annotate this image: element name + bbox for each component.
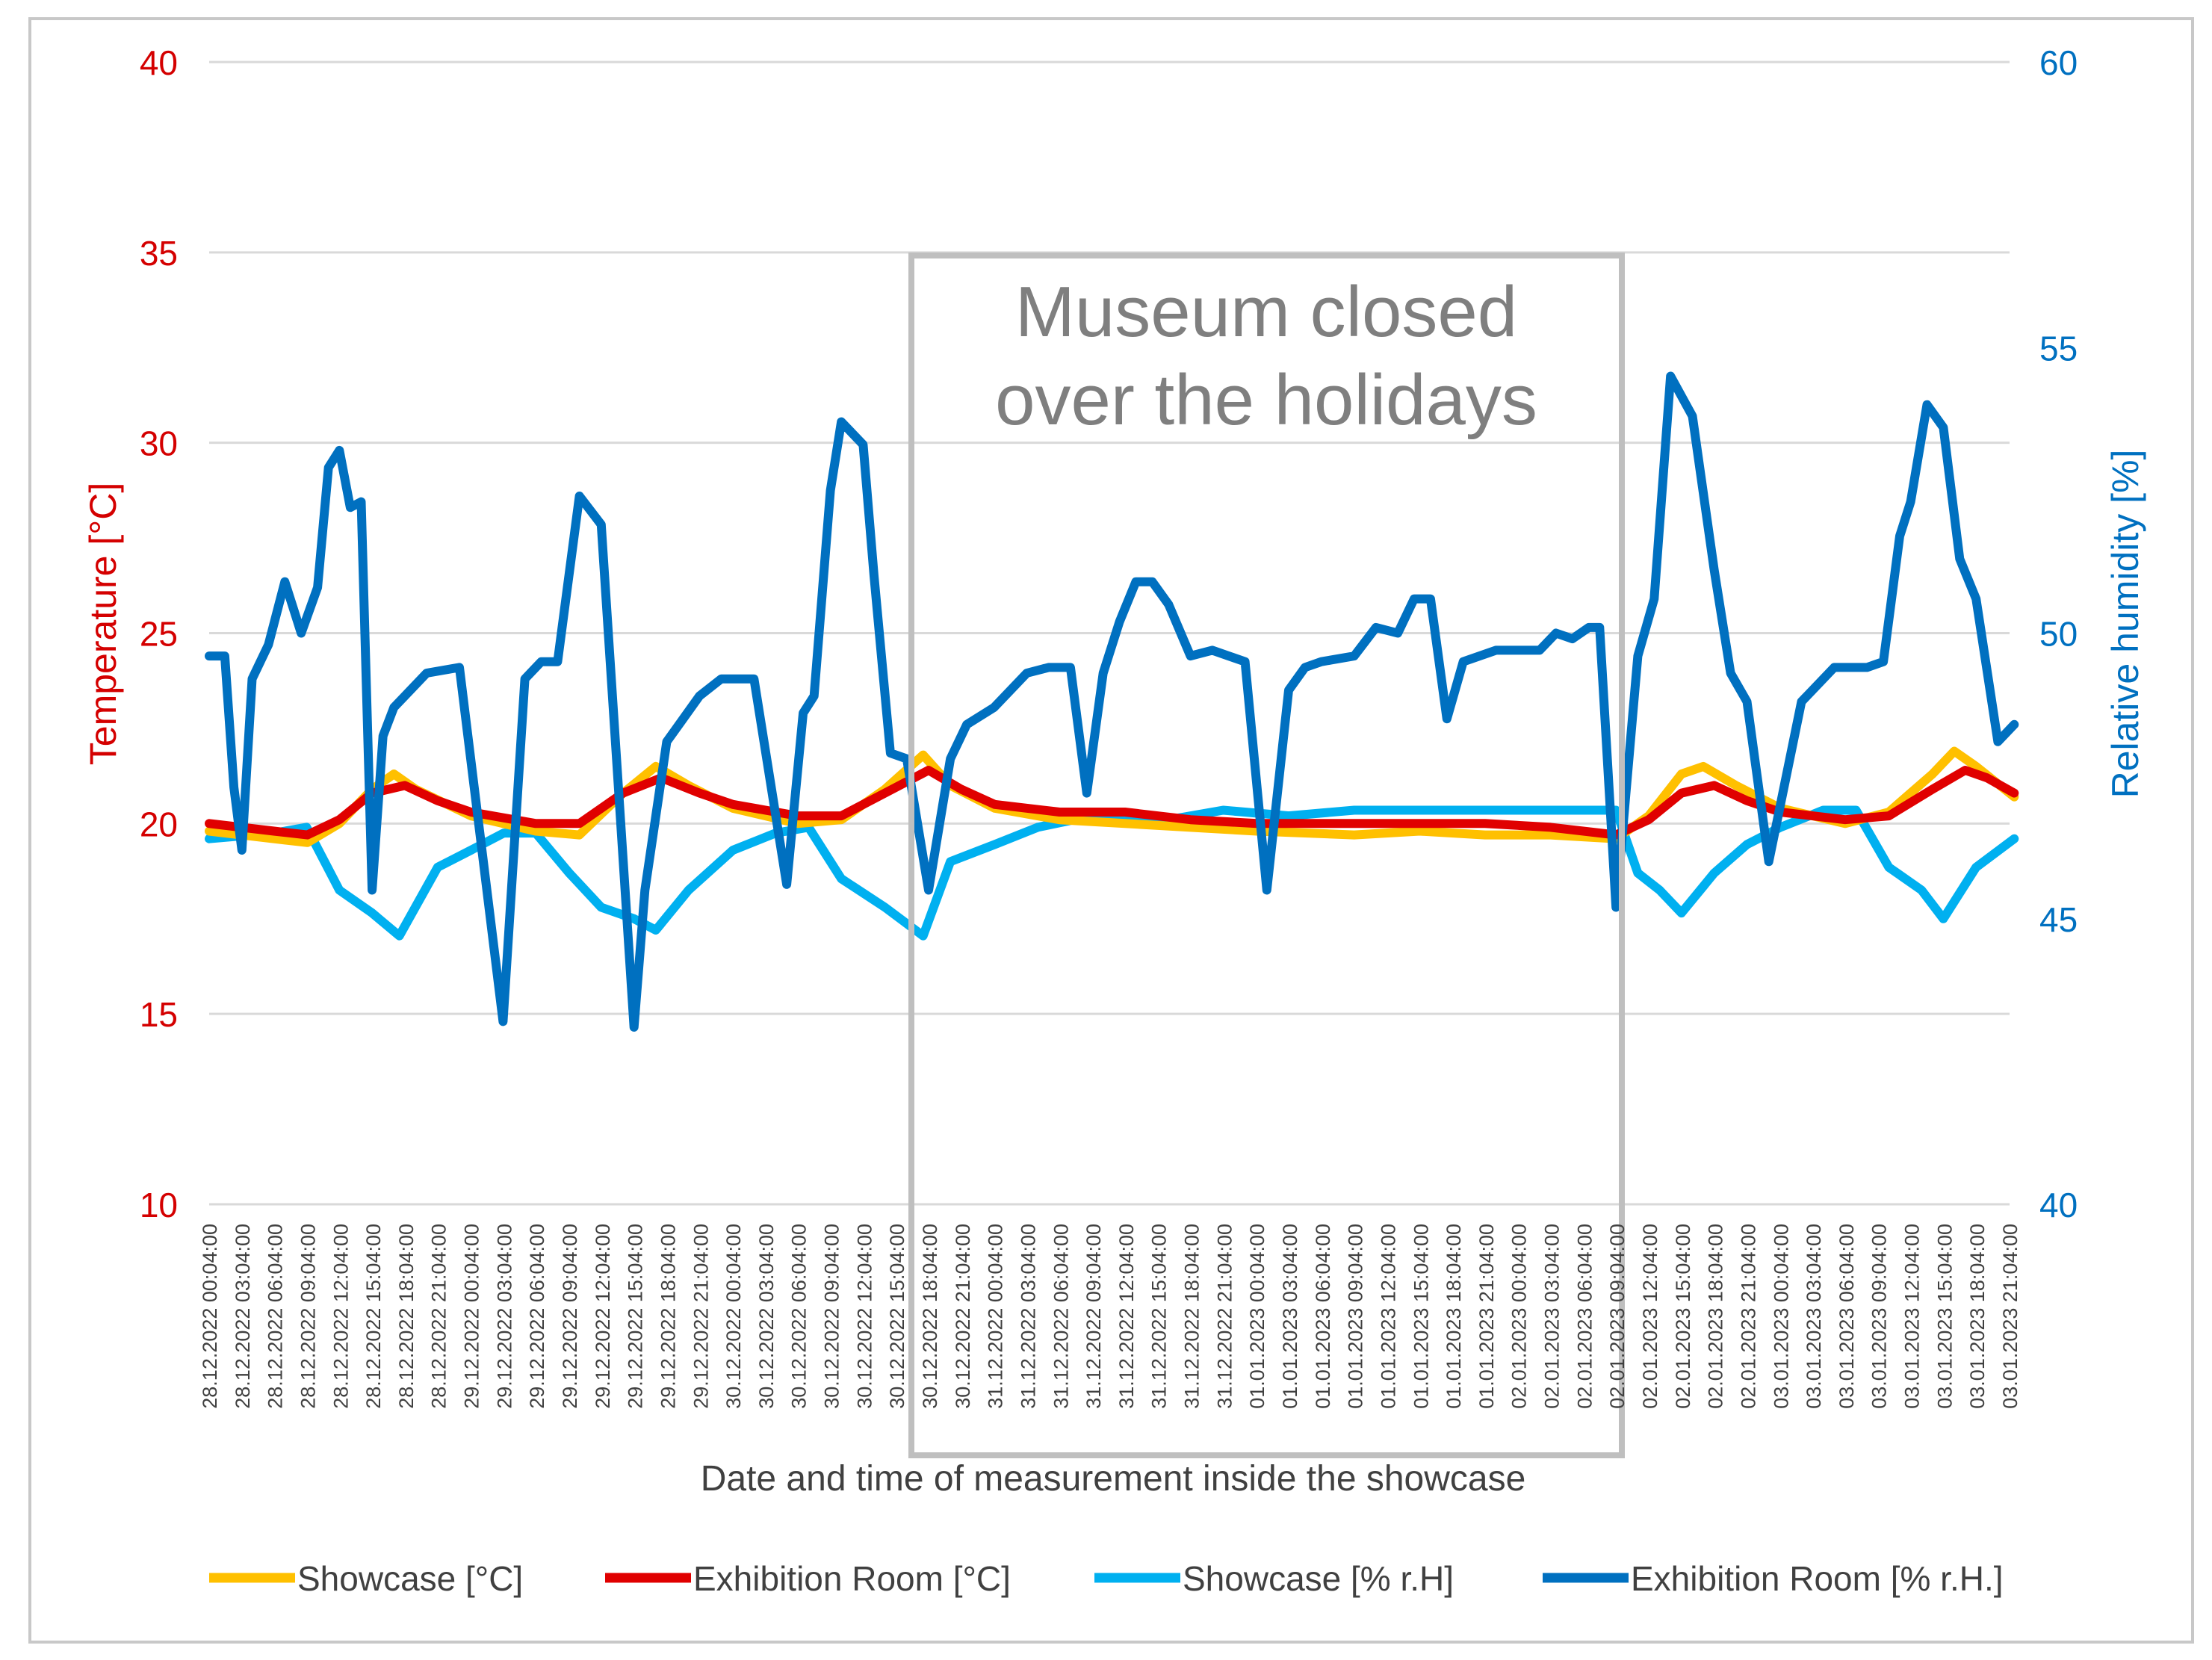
y-axis-left-ticks: 10 15 20 25 30 35 40 bbox=[140, 43, 178, 1224]
x-tick-label: 03.01.2023 06:04:00 bbox=[1835, 1224, 1858, 1409]
x-tick-label: 29.12.2022 03:04:00 bbox=[493, 1224, 515, 1409]
x-tick-label: 28.12.2022 15:04:00 bbox=[362, 1224, 385, 1409]
x-tick-label: 29.12.2022 18:04:00 bbox=[657, 1224, 679, 1409]
x-tick-label: 28.12.2022 18:04:00 bbox=[395, 1224, 418, 1409]
x-tick-label: 28.12.2022 03:04:00 bbox=[232, 1224, 254, 1409]
legend-label-2: Showcase [% r.H] bbox=[1183, 1559, 1454, 1598]
x-tick-label: 30.12.2022 15:04:00 bbox=[886, 1224, 908, 1409]
legend-label-0: Showcase [°C] bbox=[297, 1559, 523, 1598]
series-layer bbox=[205, 371, 2019, 1032]
x-tick-label: 02.01.2023 21:04:00 bbox=[1737, 1224, 1759, 1409]
x-tick-label: 03.01.2023 21:04:00 bbox=[1999, 1224, 2022, 1409]
x-tick-label: 03.01.2023 18:04:00 bbox=[1966, 1224, 1989, 1409]
x-tick-label: 01.01.2023 09:04:00 bbox=[1345, 1224, 1367, 1409]
x-tick-label: 31.12.2022 12:04:00 bbox=[1115, 1224, 1138, 1409]
x-tick-label: 02.01.2023 00:04:00 bbox=[1508, 1224, 1531, 1409]
x-tick-label: 02.01.2023 03:04:00 bbox=[1541, 1224, 1564, 1409]
y-right-tick-label: 60 bbox=[2039, 43, 2078, 82]
x-axis-ticks: 28.12.2022 00:04:00 28.12.2022 03:04:00 28… bbox=[199, 1224, 2022, 1409]
x-tick-label: 30.12.2022 06:04:00 bbox=[788, 1224, 811, 1409]
x-tick-label: 28.12.2022 21:04:00 bbox=[428, 1224, 450, 1409]
x-tick-label: 31.12.2022 03:04:00 bbox=[1017, 1224, 1039, 1409]
x-tick-label: 01.01.2023 06:04:00 bbox=[1312, 1224, 1334, 1409]
x-tick-label: 28.12.2022 12:04:00 bbox=[329, 1224, 352, 1409]
series-line-3 bbox=[205, 371, 2019, 1032]
x-tick-label: 30.12.2022 03:04:00 bbox=[755, 1224, 778, 1409]
y-left-tick-label: 15 bbox=[140, 995, 178, 1034]
x-tick-label: 03.01.2023 03:04:00 bbox=[1803, 1224, 1825, 1409]
x-tick-label: 02.01.2023 18:04:00 bbox=[1705, 1224, 1727, 1409]
x-tick-label: 03.01.2023 12:04:00 bbox=[1901, 1224, 1924, 1409]
x-tick-label: 31.12.2022 21:04:00 bbox=[1213, 1224, 1236, 1409]
x-tick-label: 29.12.2022 12:04:00 bbox=[592, 1224, 614, 1409]
y-axis-right-ticks: 40 45 50 55 60 bbox=[2039, 43, 2078, 1224]
x-tick-label: 03.01.2023 09:04:00 bbox=[1868, 1224, 1891, 1409]
x-tick-label: 31.12.2022 15:04:00 bbox=[1148, 1224, 1171, 1409]
x-tick-label: 31.12.2022 09:04:00 bbox=[1082, 1224, 1105, 1409]
annotation-line-2: over the holidays bbox=[995, 360, 1537, 440]
x-tick-label: 30.12.2022 21:04:00 bbox=[952, 1224, 974, 1409]
y-right-tick-label: 40 bbox=[2039, 1186, 2078, 1224]
y-left-tick-label: 25 bbox=[140, 615, 178, 654]
x-tick-label: 29.12.2022 00:04:00 bbox=[461, 1224, 483, 1409]
y-left-tick-label: 30 bbox=[140, 424, 178, 463]
y-right-tick-label: 50 bbox=[2039, 615, 2078, 654]
y-right-tick-label: 45 bbox=[2039, 900, 2078, 939]
annotation-line-1: Museum closed bbox=[1015, 272, 1517, 352]
x-tick-label: 29.12.2022 06:04:00 bbox=[526, 1224, 548, 1409]
x-tick-label: 01.01.2023 21:04:00 bbox=[1475, 1224, 1498, 1409]
annotation-box bbox=[908, 253, 1625, 1458]
x-tick-label: 28.12.2022 00:04:00 bbox=[199, 1224, 221, 1409]
legend-label-3: Exhibition Room [% r.H.] bbox=[1631, 1559, 2004, 1598]
x-tick-label: 31.12.2022 00:04:00 bbox=[985, 1224, 1007, 1409]
y-axis-right-label: Relative humidity [%] bbox=[2104, 450, 2146, 799]
x-tick-label: 30.12.2022 12:04:00 bbox=[853, 1224, 876, 1409]
x-axis-label: Date and time of measurement inside the … bbox=[701, 1459, 1526, 1499]
x-tick-label: 02.01.2023 06:04:00 bbox=[1573, 1224, 1596, 1409]
x-tick-label: 01.01.2023 18:04:00 bbox=[1443, 1224, 1465, 1409]
x-tick-label: 03.01.2023 15:04:00 bbox=[1933, 1224, 1956, 1409]
x-tick-label: 02.01.2023 12:04:00 bbox=[1639, 1224, 1661, 1409]
y-left-tick-label: 10 bbox=[140, 1186, 178, 1224]
x-tick-label: 02.01.2023 09:04:00 bbox=[1606, 1224, 1629, 1409]
x-tick-label: 30.12.2022 00:04:00 bbox=[722, 1224, 745, 1409]
x-tick-label: 01.01.2023 12:04:00 bbox=[1377, 1224, 1399, 1409]
y-right-tick-label: 55 bbox=[2039, 329, 2078, 368]
x-tick-label: 28.12.2022 09:04:00 bbox=[297, 1224, 319, 1409]
x-tick-label: 29.12.2022 15:04:00 bbox=[625, 1224, 647, 1409]
y-left-tick-label: 40 bbox=[140, 43, 178, 82]
x-tick-label: 01.01.2023 03:04:00 bbox=[1279, 1224, 1301, 1409]
legend: Showcase [°C] Exhibition Room [°C] Showcas… bbox=[209, 1559, 2004, 1598]
y-left-tick-label: 35 bbox=[140, 234, 178, 273]
x-tick-label: 28.12.2022 06:04:00 bbox=[264, 1224, 287, 1409]
y-left-tick-label: 20 bbox=[140, 805, 178, 843]
y-axis-left-label: Temperature [°C] bbox=[82, 483, 124, 765]
x-tick-label: 29.12.2022 09:04:00 bbox=[559, 1224, 581, 1409]
gridlines bbox=[209, 61, 2010, 1206]
x-tick-label: 03.01.2023 00:04:00 bbox=[1770, 1224, 1792, 1409]
legend-label-1: Exhibition Room [°C] bbox=[693, 1559, 1011, 1598]
x-tick-label: 31.12.2022 18:04:00 bbox=[1181, 1224, 1203, 1409]
x-tick-label: 29.12.2022 21:04:00 bbox=[690, 1224, 712, 1409]
x-tick-label: 30.12.2022 18:04:00 bbox=[919, 1224, 941, 1409]
x-tick-label: 30.12.2022 09:04:00 bbox=[821, 1224, 843, 1409]
x-tick-label: 01.01.2023 00:04:00 bbox=[1246, 1224, 1268, 1409]
x-tick-label: 31.12.2022 06:04:00 bbox=[1050, 1224, 1072, 1409]
x-tick-label: 01.01.2023 15:04:00 bbox=[1410, 1224, 1432, 1409]
chart-border bbox=[28, 17, 2194, 1644]
x-tick-label: 02.01.2023 15:04:00 bbox=[1672, 1224, 1694, 1409]
